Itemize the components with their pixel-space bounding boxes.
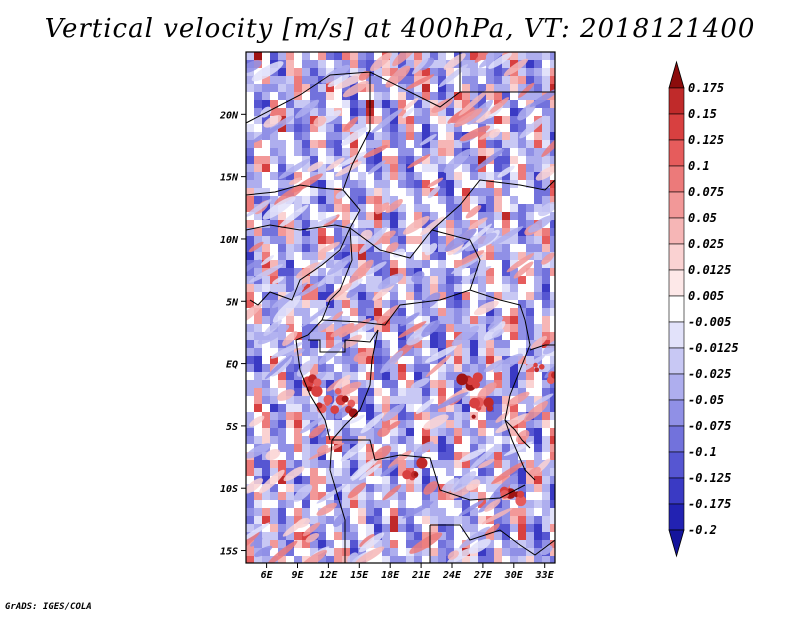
border-line <box>246 224 351 231</box>
border-line <box>329 469 346 563</box>
colorbar-label: 0.1 <box>688 159 710 173</box>
border-line <box>529 344 555 351</box>
colorbar-segment <box>668 113 685 141</box>
colorbar: 0.175 0.15 0.125 0.1 0.075 0.05 0.025 0.0125 0.0… <box>668 60 739 558</box>
colorbar-label: 0.075 <box>688 185 724 199</box>
map-frame <box>245 51 556 564</box>
border-line <box>342 72 371 229</box>
border-line <box>430 524 555 556</box>
border-line <box>504 419 531 449</box>
lat-tick-label: 20N <box>219 110 239 121</box>
colorbar-label: 0.0125 <box>688 263 731 277</box>
colorbar-label: 0.05 <box>688 211 717 225</box>
colorbar-label: -0.175 <box>688 497 731 511</box>
country-borders <box>246 52 555 563</box>
border-line <box>246 184 344 196</box>
colorbar-segment <box>668 321 685 349</box>
colorbar-label: 0.15 <box>688 107 717 121</box>
colorbar-segment <box>668 139 685 167</box>
lat-tick-label: EQ <box>226 360 238 371</box>
lon-tick-label: 9E <box>291 570 304 581</box>
colorbar-label: -0.075 <box>688 419 731 433</box>
velocity-field <box>246 52 555 563</box>
colorbar-segment <box>668 165 685 193</box>
lat-tick-label: 15S <box>220 547 238 558</box>
colorbar-segment <box>668 425 685 453</box>
colorbar-label: -0.05 <box>688 393 724 407</box>
border-line <box>504 319 536 481</box>
colorbar-label: -0.025 <box>688 367 731 381</box>
colorbar-segment <box>668 451 685 479</box>
colorbar-label: 0.175 <box>688 81 724 95</box>
lon-tick-label: 27E <box>473 570 493 581</box>
colorbar-segment <box>668 503 685 531</box>
colorbar-segment <box>668 269 685 297</box>
lon-tick-label: 12E <box>319 570 338 581</box>
map-title: Vertical velocity [m/s] at 400hPa, VT: 2… <box>44 14 756 44</box>
colorbar-segment <box>668 373 685 401</box>
colorbar-segment <box>668 243 685 271</box>
colorbar-label: 0.005 <box>688 289 724 303</box>
colorbar-segment <box>668 191 685 219</box>
grads-credit: GrADS: IGES/COLA <box>5 602 92 612</box>
border-line <box>332 439 526 501</box>
latitude-axis: 20N 15N 10N 5N EQ 5S 10S 15S <box>219 110 246 558</box>
lon-tick-label: 21E <box>411 570 431 581</box>
colorbar-label: 0.125 <box>688 133 724 147</box>
colorbar-label: -0.1 <box>688 445 717 459</box>
colorbar-label: -0.005 <box>688 315 731 329</box>
colorbar-label: 0.025 <box>688 237 724 251</box>
lat-tick-label: 10N <box>220 235 239 246</box>
lat-tick-label: 5N <box>226 297 239 308</box>
lat-tick-label: 10S <box>220 484 238 495</box>
colorbar-bottom-triangle <box>668 529 685 558</box>
border-line <box>249 227 351 306</box>
colorbar-segment <box>668 399 685 427</box>
lon-tick-label: 15E <box>350 570 369 581</box>
border-line <box>349 179 555 259</box>
colorbar-top-triangle <box>668 60 685 89</box>
lat-tick-label: 5S <box>226 422 238 433</box>
border-line <box>295 339 331 441</box>
colorbar-label: -0.2 <box>688 523 717 537</box>
lon-tick-label: 24E <box>442 570 462 581</box>
border-line <box>431 229 481 291</box>
colorbar-segment <box>668 87 685 115</box>
longitude-axis: 6E 9E 12E 15E 18E 21E 24E 27E 30E 33E <box>261 563 555 581</box>
border-line <box>321 289 526 326</box>
colorbar-segment <box>668 295 685 323</box>
lon-tick-label: 6E <box>261 570 274 581</box>
colorbar-segment <box>668 217 685 245</box>
colorbar-label: -0.0125 <box>688 341 739 355</box>
border-line <box>295 227 353 341</box>
lon-tick-label: 33E <box>535 570 555 581</box>
border-line <box>308 329 379 353</box>
lon-tick-label: 18E <box>381 570 400 581</box>
lat-tick-label: 15N <box>220 173 239 184</box>
colorbar-segment <box>668 347 685 375</box>
colorbar-segment <box>668 477 685 505</box>
lon-tick-label: 30E <box>504 570 524 581</box>
colorbar-label: -0.125 <box>688 471 731 485</box>
